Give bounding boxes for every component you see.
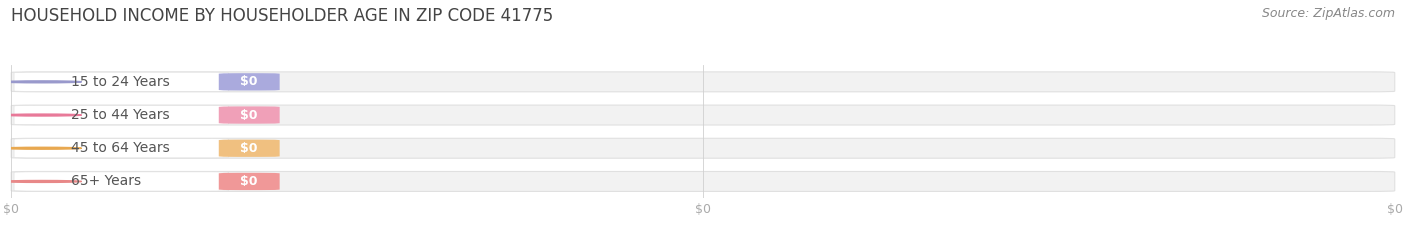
FancyBboxPatch shape [219, 106, 280, 124]
FancyBboxPatch shape [11, 171, 1395, 192]
Circle shape [1, 181, 82, 182]
FancyBboxPatch shape [11, 72, 1395, 92]
Circle shape [1, 114, 82, 116]
FancyBboxPatch shape [14, 139, 228, 158]
Text: 65+ Years: 65+ Years [70, 175, 141, 188]
Text: $0: $0 [240, 109, 257, 122]
FancyBboxPatch shape [219, 140, 280, 157]
FancyBboxPatch shape [14, 72, 228, 92]
Text: 15 to 24 Years: 15 to 24 Years [70, 75, 170, 89]
FancyBboxPatch shape [11, 105, 1395, 125]
FancyBboxPatch shape [14, 172, 228, 191]
Circle shape [1, 81, 82, 83]
FancyBboxPatch shape [219, 173, 280, 190]
Text: 45 to 64 Years: 45 to 64 Years [70, 141, 170, 155]
FancyBboxPatch shape [14, 105, 228, 125]
FancyBboxPatch shape [11, 138, 1395, 158]
Text: Source: ZipAtlas.com: Source: ZipAtlas.com [1261, 7, 1395, 20]
Text: $0: $0 [240, 142, 257, 155]
Text: $0: $0 [240, 175, 257, 188]
Text: $0: $0 [240, 75, 257, 88]
FancyBboxPatch shape [219, 73, 280, 90]
Text: 25 to 44 Years: 25 to 44 Years [70, 108, 169, 122]
Text: HOUSEHOLD INCOME BY HOUSEHOLDER AGE IN ZIP CODE 41775: HOUSEHOLD INCOME BY HOUSEHOLDER AGE IN Z… [11, 7, 554, 25]
Circle shape [1, 147, 82, 149]
